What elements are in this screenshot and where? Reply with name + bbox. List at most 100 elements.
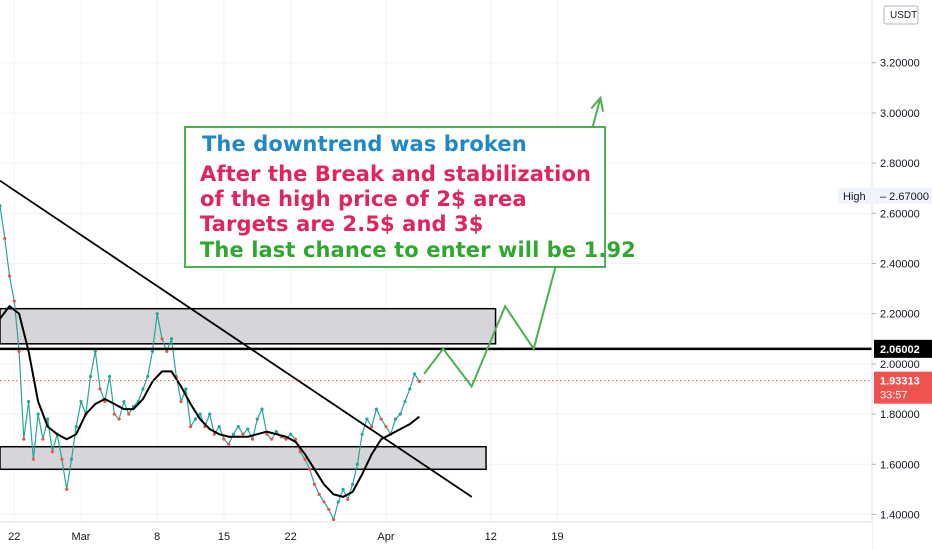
price-point: [408, 387, 412, 391]
price-point: [370, 425, 374, 429]
price-point: [360, 432, 364, 436]
price-point: [217, 425, 221, 429]
price-point: [79, 399, 83, 404]
price-point: [270, 437, 274, 441]
price-point: [12, 299, 16, 303]
price-point: [212, 432, 217, 436]
price-tick-label: 2.40000: [880, 259, 920, 271]
price-point: [284, 437, 288, 441]
price-point: [50, 450, 55, 454]
price-tick-label: 1.80000: [880, 409, 920, 421]
price-point: [98, 387, 102, 391]
price-point: [303, 457, 307, 461]
price-point: [122, 399, 126, 404]
price-point: [289, 432, 293, 436]
price-point: [351, 482, 355, 486]
price-tick-label: 2.20000: [880, 309, 920, 321]
time-tick-label: 22: [8, 531, 20, 543]
price-point: [179, 399, 183, 404]
price-point: [74, 425, 78, 429]
high-marker-bg: [838, 187, 932, 204]
time-axis: 22 Mar 8 15 22 Apr 12 19: [0, 521, 872, 550]
price-point: [398, 412, 402, 416]
price-point: [327, 507, 331, 512]
price-point: [60, 457, 64, 461]
price-point: [155, 312, 159, 316]
price-point: [0, 204, 2, 208]
annotation-line-3: of the high price of 2$ area: [200, 187, 527, 211]
currency-badge: [883, 5, 919, 25]
price-point: [241, 432, 245, 436]
price-point: [412, 372, 417, 376]
price-point: [255, 417, 259, 421]
price-tick-label: 1.60000: [880, 459, 920, 471]
price-point: [341, 487, 345, 491]
price-point: [117, 417, 121, 421]
price-point: [384, 425, 388, 429]
price-point: [265, 432, 269, 436]
annotation-line-2: After the Break and stabilization: [200, 162, 592, 186]
resistance-zone: [0, 307, 497, 345]
price-point: [146, 374, 150, 379]
price-point: [26, 399, 31, 404]
price-point: [36, 412, 40, 416]
price-point: [31, 457, 35, 461]
price-point: [193, 417, 197, 421]
time-tick-label: Apr: [377, 531, 394, 543]
time-axis-bg: [0, 522, 872, 550]
price-point: [17, 349, 21, 353]
price-point: [293, 437, 298, 441]
price-point: [379, 417, 383, 421]
moving-average: [0, 304, 420, 498]
price-point: [374, 407, 379, 411]
price-point: [274, 430, 278, 434]
high-marker-label: High: [843, 191, 866, 203]
price-axis-bg: [872, 0, 932, 550]
time-tick-label: Mar: [72, 531, 91, 543]
price-point: [150, 349, 155, 353]
support-zone: [0, 445, 487, 471]
price-point: [103, 399, 107, 404]
moving-average-line: [0, 304, 420, 498]
price-point: [7, 274, 12, 278]
price-point: [236, 425, 240, 429]
price-point: [308, 467, 312, 471]
price-tick-label: 2.60000: [880, 208, 920, 220]
price-tick-label: 2.80000: [880, 158, 920, 170]
price-point: [355, 462, 359, 466]
price-point: [336, 500, 340, 504]
price-tick-label: 2.00000: [880, 359, 920, 371]
price-point: [250, 437, 255, 441]
price-point: [88, 374, 93, 379]
countdown-label: 33:57: [880, 390, 908, 402]
price-point: [189, 425, 193, 429]
level-badge-label: 2.06002: [880, 344, 920, 356]
price-point: [246, 427, 250, 431]
price-point: [346, 497, 350, 502]
price-point: [65, 487, 69, 491]
price-point: [222, 437, 226, 441]
price-tick-label: 1.40000: [880, 509, 920, 521]
price-point: [312, 482, 317, 486]
price-point: [127, 412, 131, 416]
projection-arrowhead: [590, 95, 605, 112]
annotation-line-4: Targets are 2.5$ and 3$: [200, 212, 484, 236]
price-point: [331, 517, 336, 522]
annotation-line-1: The downtrend was broken: [202, 132, 527, 156]
price-zones: [0, 307, 497, 471]
drawing-lines: [0, 95, 872, 498]
time-tick-label: 15: [218, 531, 230, 543]
price-point: [208, 412, 212, 416]
annotation-box: [184, 126, 606, 268]
price-point: [231, 432, 236, 436]
price-point: [112, 412, 116, 416]
price-point: [198, 412, 202, 416]
time-tick-label: 12: [485, 531, 497, 543]
price-point: [141, 387, 145, 391]
price-point: [93, 349, 97, 353]
price-point: [22, 437, 26, 441]
price-point: [298, 450, 302, 454]
price-point: [169, 337, 174, 341]
price-point: [3, 236, 7, 241]
